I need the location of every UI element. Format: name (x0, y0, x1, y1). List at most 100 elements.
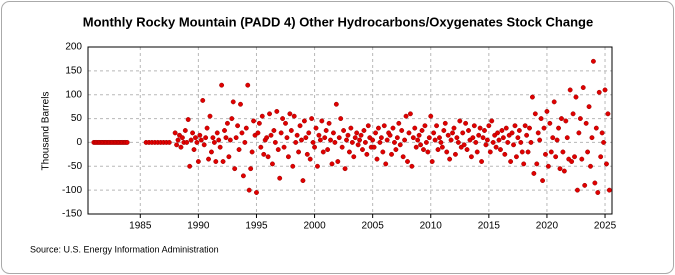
point (296, 149, 302, 155)
point (543, 151, 548, 157)
point (515, 135, 521, 141)
point (200, 97, 206, 103)
point (601, 139, 607, 145)
point (246, 187, 252, 193)
x-tick-label: 2015 (478, 221, 501, 232)
point (232, 166, 238, 172)
point (206, 156, 211, 162)
point (284, 135, 290, 141)
point (313, 125, 319, 131)
point (444, 149, 450, 155)
point (547, 120, 553, 126)
point (407, 111, 413, 117)
point (236, 147, 242, 153)
point (325, 147, 331, 153)
point (553, 154, 559, 160)
point (486, 123, 492, 129)
point (275, 147, 281, 153)
point (582, 182, 588, 188)
point (550, 135, 556, 141)
point (567, 87, 573, 93)
point (585, 149, 591, 155)
plot-area (88, 47, 612, 214)
point (577, 116, 583, 122)
point (341, 128, 347, 133)
point (499, 128, 505, 133)
point (592, 180, 598, 186)
point (573, 94, 579, 100)
point (339, 144, 345, 150)
point (248, 166, 254, 172)
point (572, 154, 577, 160)
point (348, 125, 354, 131)
point (476, 132, 482, 138)
point (544, 108, 550, 114)
point (227, 137, 233, 143)
point (527, 125, 532, 131)
point (330, 130, 336, 136)
point (254, 190, 259, 195)
point (214, 130, 220, 136)
point (390, 125, 396, 131)
point (380, 149, 386, 155)
point (454, 135, 460, 141)
point (174, 142, 180, 148)
point (418, 142, 424, 148)
point (193, 135, 198, 141)
source-note: Source: U.S. Energy Information Administ… (30, 244, 219, 254)
point (211, 139, 217, 145)
point (195, 159, 201, 164)
point (319, 118, 325, 124)
point (384, 137, 390, 143)
point (434, 123, 440, 129)
point (409, 163, 415, 169)
point (203, 135, 209, 141)
point (432, 137, 438, 143)
point (256, 120, 262, 126)
point (471, 123, 477, 129)
point (570, 111, 576, 117)
point (561, 168, 567, 174)
point (425, 149, 431, 155)
point (522, 123, 528, 129)
point (188, 137, 194, 143)
point (441, 128, 447, 133)
point (590, 58, 596, 64)
point (185, 117, 191, 122)
point (383, 161, 389, 167)
point (524, 132, 530, 138)
point (403, 113, 409, 119)
point (285, 154, 291, 160)
point (371, 144, 377, 150)
y-axis-label: Thousand Barrels (41, 92, 52, 171)
point (373, 130, 379, 136)
point (207, 113, 213, 119)
point (233, 135, 239, 141)
point (451, 125, 457, 131)
point (210, 135, 216, 141)
point (559, 116, 564, 122)
point (374, 156, 380, 162)
point (574, 187, 580, 193)
point (229, 116, 235, 122)
point (251, 118, 257, 124)
y-tick-label: 200 (65, 42, 82, 53)
point (548, 149, 554, 155)
point (412, 125, 418, 131)
point (563, 118, 569, 124)
y-tick-label: 150 (65, 65, 82, 76)
point (239, 130, 245, 136)
point (457, 118, 463, 124)
y-tick-label: 50 (71, 113, 83, 124)
point (345, 132, 351, 138)
point (365, 123, 371, 129)
point (268, 132, 274, 138)
point (223, 135, 229, 141)
y-tick-label: -50 (68, 161, 83, 172)
point (482, 128, 487, 133)
point (502, 151, 508, 157)
y-tick-label: -150 (62, 209, 82, 220)
point (283, 120, 288, 126)
point (184, 139, 190, 145)
point (461, 142, 467, 148)
